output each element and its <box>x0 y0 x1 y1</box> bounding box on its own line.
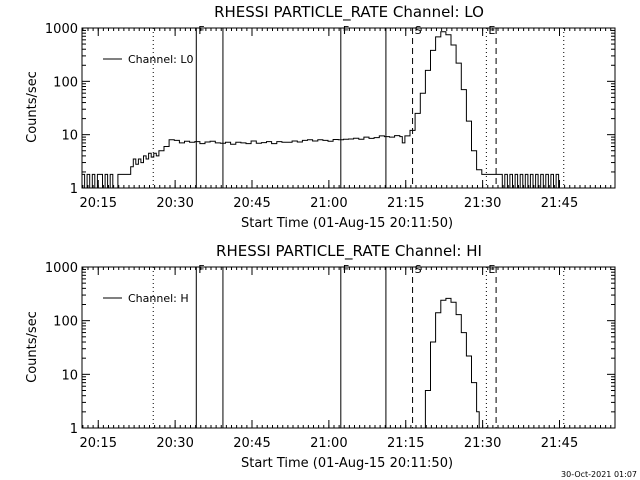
y-ticks: 1 10 100 1000 <box>45 22 615 197</box>
y-tick-label: 100 <box>53 315 78 330</box>
x-tick-label: 20:15 <box>80 196 117 211</box>
marker-label: E <box>488 24 495 37</box>
legend: Channel: L0 <box>103 53 194 66</box>
series-line <box>82 31 560 189</box>
y-tick-label: 10 <box>61 129 78 144</box>
marker-label: F <box>343 24 349 37</box>
chart-panel-lo: RHESSI PARTICLE_RATE Channel: LO Counts/… <box>25 3 616 231</box>
x-tick-label: 21:15 <box>387 196 424 211</box>
marker-label: F <box>343 263 349 276</box>
chart-panel-hi: RHESSI PARTICLE_RATE Channel: HI Counts/… <box>25 242 616 471</box>
x-tick-label: 21:30 <box>464 436 501 451</box>
x-tick-label: 21:15 <box>387 436 424 451</box>
x-tick-label: 21:00 <box>310 436 347 451</box>
x-tick-label: 21:30 <box>464 196 501 211</box>
series-line <box>422 297 480 429</box>
x-axis-label: Start Time (01-Aug-15 20:11:50) <box>241 216 453 231</box>
chart-title: RHESSI PARTICLE_RATE Channel: HI <box>216 242 482 261</box>
marker-label: F <box>198 24 204 37</box>
data-series <box>422 297 480 429</box>
y-tick-label: 1000 <box>45 261 78 276</box>
x-tick-label: 21:00 <box>310 196 347 211</box>
y-tick-label: 1 <box>70 182 78 197</box>
marker-label: S <box>415 24 422 37</box>
x-tick-label: 20:45 <box>233 196 270 211</box>
timestamp-footer: 30-Oct-2021 01:07 <box>561 470 637 479</box>
marker-label: E <box>488 263 495 276</box>
data-series <box>82 31 560 189</box>
marker-label: S <box>415 263 422 276</box>
legend: Channel: H <box>103 292 189 305</box>
legend-label: Channel: H <box>128 292 189 305</box>
chart-title: RHESSI PARTICLE_RATE Channel: LO <box>214 3 484 22</box>
y-tick-label: 1 <box>70 422 78 437</box>
x-tick-label: 21:45 <box>541 196 578 211</box>
x-tick-label: 20:45 <box>233 436 270 451</box>
x-tick-label: 20:15 <box>80 436 117 451</box>
y-tick-label: 10 <box>61 368 78 383</box>
y-tick-label: 1000 <box>45 22 78 37</box>
plot-frame <box>81 266 616 429</box>
x-tick-label: 21:45 <box>541 436 578 451</box>
x-tick-label: 20:30 <box>156 436 193 451</box>
plot-frame <box>81 27 616 189</box>
marker-label: F <box>198 263 204 276</box>
y-ticks: 1 10 100 1000 <box>45 261 615 437</box>
y-axis-label: Counts/sec <box>25 311 40 383</box>
y-axis-label: Counts/sec <box>25 71 40 143</box>
y-tick-label: 100 <box>53 75 78 90</box>
x-axis-label: Start Time (01-Aug-15 20:11:50) <box>241 456 453 471</box>
x-tick-label: 20:30 <box>156 196 193 211</box>
legend-label: Channel: L0 <box>128 53 194 66</box>
